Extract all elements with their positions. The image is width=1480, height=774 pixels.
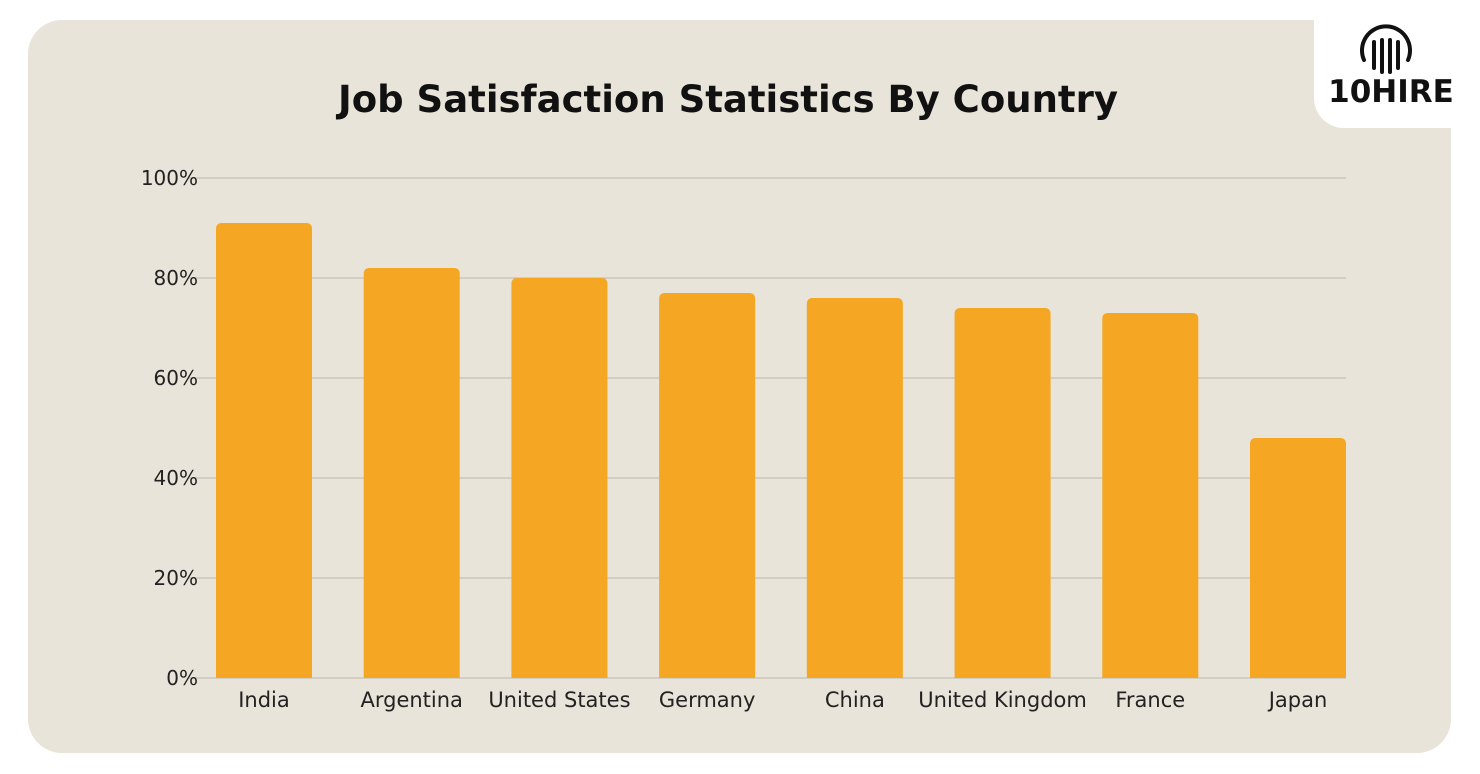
bar-china (806, 298, 903, 678)
y-tick-label: 80% (154, 266, 198, 290)
bar-france (1102, 313, 1199, 678)
x-tick-label: India (238, 688, 290, 712)
bars (216, 223, 1346, 678)
y-tick-label: 100% (141, 166, 198, 190)
x-axis-labels: India Argentina United States Germany China U… (238, 688, 1327, 712)
x-tick-label: Argentina (360, 688, 462, 712)
chart-title: Job Satisfaction Statistics By Country (338, 78, 1118, 121)
bar-india (216, 223, 312, 678)
y-tick-label: 40% (154, 466, 198, 490)
y-tick-label: 60% (154, 366, 198, 390)
bar-japan (1250, 438, 1346, 678)
x-tick-label: Japan (1267, 688, 1328, 712)
bar-united-kingdom (954, 308, 1051, 678)
brand-logo-text: 10HIRE (1328, 74, 1454, 110)
fingerprint-icon (1360, 24, 1412, 74)
bar-united-states (511, 278, 608, 678)
x-tick-label: United States (488, 688, 630, 712)
x-tick-label: United Kingdom (918, 688, 1087, 712)
x-tick-label: France (1115, 688, 1185, 712)
y-axis-ticks: 0% 20% 40% 60% 80% 100% (141, 166, 198, 690)
y-tick-label: 20% (154, 566, 198, 590)
bar-argentina (363, 268, 460, 678)
x-tick-label: Germany (659, 688, 756, 712)
y-tick-label: 0% (166, 666, 198, 690)
bar-germany (659, 293, 756, 678)
x-tick-label: China (825, 688, 885, 712)
